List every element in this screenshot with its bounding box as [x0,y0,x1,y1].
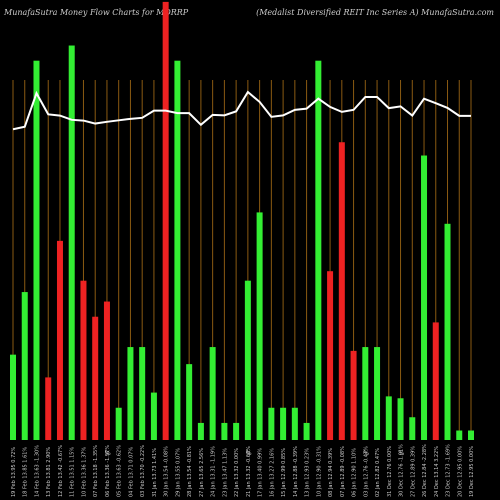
money-flow-bar [244,280,251,440]
x-tick-label: 06 Feb 13.36 -1.97% [105,445,111,497]
money-flow-bar [68,45,75,440]
money-flow-bar [186,364,193,440]
x-tick-label: 20 Dec 12.95 0.00% [457,446,463,497]
x-tick-label: 18 Feb 13.85 1.61% [23,447,29,497]
chart-subtitle: (Medalist Diversified REIT Inc Series A)… [256,8,494,17]
annotation-mark: % [399,450,405,457]
money-flow-bar [10,354,16,440]
x-tick-label: 30 Jan 13.54 -0.08% [164,446,170,497]
chart-title: MunafaSutra Money Flow Charts for MDRRP [4,8,189,17]
money-flow-bar [338,142,345,440]
annotation-mark: % [246,450,252,457]
money-flow-bar [221,422,228,440]
money-flow-bar [209,347,216,440]
money-flow-bar [150,392,157,440]
x-tick-label: 31 Jan 13.73 1.41% [152,448,158,497]
money-flow-bar [115,407,122,440]
money-flow-bar [103,301,110,440]
money-flow-bar [444,223,451,440]
money-flow-bar [374,347,381,440]
money-flow-bar [127,347,134,440]
money-flow-bar [421,155,428,440]
money-flow-bar [174,60,181,440]
x-tick-label: 23 Jan 13.47 1.13% [222,448,228,497]
x-tick-label: 04 Feb 13.71 0.07% [128,447,134,497]
money-flow-bar [385,396,392,440]
x-tick-label: 27 Jan 13.65 2.56% [199,448,205,497]
money-flow-bar [303,422,310,440]
x-tick-label: 07 Feb 13.18 -1.35% [93,445,99,497]
annotation-mark: % [363,450,369,457]
x-tick-label: 13 Feb 13.81 2.90% [46,447,52,497]
money-flow-bar [92,316,99,440]
money-flow-bar [409,417,416,440]
x-tick-label: 07 Jan 12.89 -0.08% [340,446,346,497]
money-flow-bar [197,422,204,440]
money-flow-bar [291,407,298,440]
x-tick-label: 29 Jan 13.55 0.07% [175,448,181,497]
x-tick-label: 08 Jan 12.94 0.39% [328,448,334,497]
x-tick-label: 17 Jan 13.40 0.99% [258,448,264,497]
annotation-mark: % [105,450,111,457]
x-tick-label: 19 Feb 13.95 0.72% [11,447,17,497]
x-tick-label: 05 Feb 13.63 -0.62% [117,445,123,497]
x-tick-label: 12 Feb 13.42 -0.67% [58,445,64,497]
x-tick-label: 21 Jan 13.32 -0.60% [246,446,252,497]
x-tick-label: 22 Jan 13.32 0.00% [234,448,240,497]
money-flow-bar [21,292,28,440]
x-tick-label: 15 Jan 12.99 0.85% [281,448,287,497]
x-tick-label: 23 Dec 12.73 -1.69% [446,444,452,497]
x-tick-label: 31 Dec 12.76 0.00% [387,446,393,497]
x-tick-label: 30 Dec 12.76 -1.01% [399,444,405,497]
money-flow-bar [315,60,322,440]
money-flow-bar [397,398,404,440]
money-flow-bar [256,212,263,440]
money-flow-bar [280,407,287,440]
money-flow-bar [33,60,40,440]
money-flow-bar [162,1,169,441]
x-tick-label: 14 Feb 13.63 -1.30% [34,445,40,497]
x-tick-label: 24 Jan 13.31 -1.19% [211,446,217,497]
x-tick-label: 13 Jan 12.93 0.23% [305,448,311,497]
x-tick-label: 10 Jan 12.90 -0.31% [316,446,322,497]
money-flow-bar [233,422,240,440]
money-flow-bar [432,322,439,440]
x-tick-label: 11 Feb 13.51 1.15% [70,447,76,497]
x-tick-label: 06 Jan 12.90 1.10% [352,448,358,497]
x-tick-label: 14 Jan 12.88 -0.39% [293,446,299,497]
money-flow-bar [268,407,275,440]
x-tick-label: 24 Dec 13.14 3.22% [434,446,440,497]
money-flow-bar [350,350,357,440]
money-flow-bar [456,430,463,440]
money-flow-bar [80,280,87,440]
money-flow-bar [56,240,63,440]
x-tick-label: 26 Dec 12.84 -2.28% [422,444,428,497]
x-tick-label: 03 Jan 12.76 -0.47% [363,446,369,497]
x-tick-label: 16 Jan 13.27 2.16% [269,448,275,497]
price-line [12,90,471,131]
x-tick-label: 02 Jan 12.82 0.47% [375,448,381,497]
money-flow-bar [468,430,474,440]
money-flow-bar [362,347,369,440]
money-flow-bar [139,347,146,440]
money-flow-bar [45,377,52,440]
x-tick-label: 27 Dec 12.89 0.39% [410,446,416,497]
money-flow-bar [327,271,334,440]
x-tick-label: 28 Jan 13.54 -0.81% [187,446,193,497]
x-tick-label: 19 Dec 12.95 0.00% [469,446,475,497]
x-tick-label: 03 Feb 13.70 -0.22% [140,445,146,497]
x-tick-label: 10 Feb 13.36 1.37% [81,447,87,497]
